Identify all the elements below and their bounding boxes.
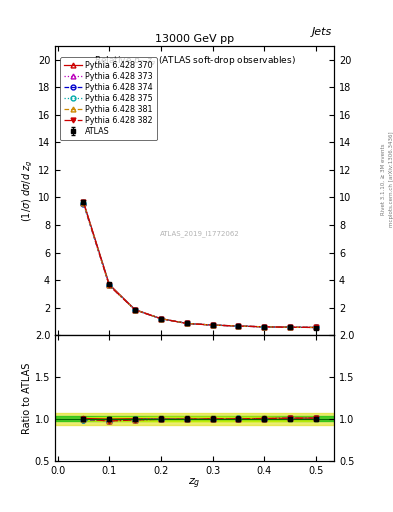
Pythia 6.428 374 [81, 201, 86, 207]
Pythia 6.428 373 [314, 325, 318, 331]
Pythia 6.428 374 [288, 324, 292, 330]
Pythia 6.428 370 [288, 324, 292, 330]
Legend: Pythia 6.428 370, Pythia 6.428 373, Pythia 6.428 374, Pythia 6.428 375, Pythia 6: Pythia 6.428 370, Pythia 6.428 373, Pyth… [60, 57, 157, 140]
Pythia 6.428 370 [262, 324, 266, 330]
Pythia 6.428 370 [314, 325, 318, 331]
Line: Pythia 6.428 382: Pythia 6.428 382 [81, 200, 318, 330]
Pythia 6.428 373 [184, 321, 189, 327]
Pythia 6.428 375 [236, 323, 241, 329]
Pythia 6.428 374 [133, 307, 138, 313]
Pythia 6.428 370 [159, 315, 163, 322]
Pythia 6.428 374 [159, 315, 163, 322]
Pythia 6.428 381 [210, 322, 215, 328]
Pythia 6.428 381 [236, 323, 241, 329]
Line: Pythia 6.428 375: Pythia 6.428 375 [81, 201, 318, 330]
Pythia 6.428 382 [133, 307, 138, 313]
Text: Jets: Jets [312, 27, 332, 37]
Pythia 6.428 374 [107, 282, 112, 288]
Pythia 6.428 382 [107, 283, 112, 289]
Text: ATLAS_2019_I1772062: ATLAS_2019_I1772062 [160, 230, 240, 238]
Pythia 6.428 375 [107, 282, 112, 288]
Pythia 6.428 370 [107, 281, 112, 287]
Pythia 6.428 381 [262, 324, 266, 330]
Pythia 6.428 373 [262, 324, 266, 330]
Pythia 6.428 375 [133, 307, 138, 313]
Pythia 6.428 373 [159, 315, 163, 322]
Text: mcplots.cern.ch [arXiv:1306.3436]: mcplots.cern.ch [arXiv:1306.3436] [389, 132, 393, 227]
Pythia 6.428 374 [236, 323, 241, 329]
Pythia 6.428 374 [184, 321, 189, 327]
Pythia 6.428 373 [288, 324, 292, 330]
Pythia 6.428 373 [236, 323, 241, 329]
Pythia 6.428 381 [81, 200, 86, 206]
Title: 13000 GeV pp: 13000 GeV pp [155, 34, 234, 44]
Pythia 6.428 382 [159, 315, 163, 322]
Y-axis label: Ratio to ATLAS: Ratio to ATLAS [22, 362, 32, 434]
Pythia 6.428 381 [107, 282, 112, 288]
Pythia 6.428 382 [288, 324, 292, 330]
Pythia 6.428 375 [314, 325, 318, 331]
Pythia 6.428 375 [210, 322, 215, 328]
Pythia 6.428 381 [159, 315, 163, 322]
Pythia 6.428 373 [107, 283, 112, 289]
Pythia 6.428 373 [210, 322, 215, 328]
Pythia 6.428 374 [210, 322, 215, 328]
Pythia 6.428 374 [314, 325, 318, 331]
Bar [55, 416, 334, 421]
Pythia 6.428 375 [159, 315, 163, 322]
Pythia 6.428 381 [288, 324, 292, 330]
Pythia 6.428 370 [236, 323, 241, 329]
Pythia 6.428 373 [133, 307, 138, 313]
Pythia 6.428 373 [81, 200, 86, 206]
Pythia 6.428 382 [81, 199, 86, 205]
Text: Rivet 3.1.10, ≥ 3M events: Rivet 3.1.10, ≥ 3M events [381, 143, 386, 215]
Pythia 6.428 370 [184, 321, 189, 327]
Pythia 6.428 374 [262, 324, 266, 330]
Pythia 6.428 370 [81, 199, 86, 205]
Pythia 6.428 382 [210, 322, 215, 328]
Pythia 6.428 370 [210, 322, 215, 328]
Bar [55, 413, 334, 425]
Line: Pythia 6.428 373: Pythia 6.428 373 [81, 201, 318, 330]
Pythia 6.428 382 [184, 321, 189, 327]
Pythia 6.428 382 [314, 325, 318, 331]
Text: Relative $p_T$ $z_g$ (ATLAS soft-drop observables): Relative $p_T$ $z_g$ (ATLAS soft-drop ob… [94, 55, 296, 68]
Pythia 6.428 381 [133, 307, 138, 313]
Line: Pythia 6.428 370: Pythia 6.428 370 [81, 199, 318, 330]
X-axis label: $z_g$: $z_g$ [188, 477, 201, 492]
Line: Pythia 6.428 374: Pythia 6.428 374 [81, 201, 318, 330]
Pythia 6.428 370 [133, 307, 138, 313]
Line: Pythia 6.428 381: Pythia 6.428 381 [81, 201, 318, 330]
Pythia 6.428 382 [236, 323, 241, 329]
Pythia 6.428 375 [184, 321, 189, 327]
Y-axis label: $(1/\sigma)$ $d\sigma/d$ $z_g$: $(1/\sigma)$ $d\sigma/d$ $z_g$ [20, 159, 35, 222]
Pythia 6.428 375 [262, 324, 266, 330]
Pythia 6.428 375 [81, 200, 86, 206]
Pythia 6.428 381 [184, 321, 189, 327]
Pythia 6.428 381 [314, 325, 318, 331]
Pythia 6.428 375 [288, 324, 292, 330]
Pythia 6.428 382 [262, 324, 266, 330]
